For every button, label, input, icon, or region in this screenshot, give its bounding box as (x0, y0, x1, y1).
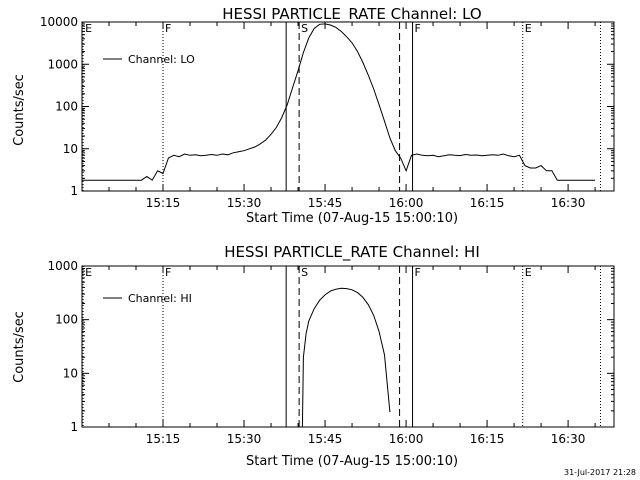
chart-title-hi: HESSI PARTICLE_RATE Channel: HI (224, 243, 480, 262)
y-tick-label: 100 (55, 100, 78, 114)
legend-label-hi: Channel: HI (128, 292, 192, 305)
x-tick-label: 16:00 (389, 432, 424, 446)
marker-label: S (301, 22, 308, 35)
marker-label: E (85, 266, 92, 279)
x-axis-label-lo: Start Time (07-Aug-15 15:00:10) (246, 211, 458, 226)
legend-hi: Channel: HI (103, 292, 192, 305)
legend-label-lo: Channel: LO (128, 53, 195, 66)
marker-label: F (415, 266, 421, 279)
x-tick-label: 15:15 (146, 196, 181, 210)
x-tick-label: 16:00 (389, 196, 424, 210)
y-tick-label: 1000 (47, 259, 78, 273)
x-tick-label: 15:45 (308, 196, 343, 210)
y-tick-label: 10 (63, 142, 78, 156)
x-tick-label: 16:15 (470, 432, 505, 446)
chart-title-lo: HESSI PARTICLE_RATE Channel: LO (222, 5, 481, 24)
marker-label: E (85, 22, 92, 35)
timestamp: 31-Jul-2017 21:28 (564, 468, 636, 477)
x-tick-label: 15:30 (227, 432, 262, 446)
y-tick-label: 1 (70, 184, 78, 198)
y-tick-label: 1 (70, 420, 78, 434)
x-tick-label: 15:30 (227, 196, 262, 210)
y-tick-label: 100 (55, 313, 78, 327)
x-tick-label: 16:15 (470, 196, 505, 210)
y-axis-label-lo: Counts/sec (12, 74, 27, 146)
x-tick-label: 15:45 (308, 432, 343, 446)
x-tick-label: 16:30 (551, 432, 586, 446)
y-axis-label-hi: Counts/sec (12, 311, 27, 383)
plot-area-lo: 1 10 100 1000 10000 15:15 15:30 15:45 16:00 16:15… (40, 15, 615, 210)
marker-label: E (525, 22, 532, 35)
plot-frame-hi (81, 265, 615, 428)
marker-label: F (165, 22, 171, 35)
y-tick-label: 1000 (47, 57, 78, 71)
series-line-lo (82, 23, 596, 181)
marker-label: S (301, 266, 308, 279)
marker-label: F (415, 22, 421, 35)
x-tick-label: 15:15 (146, 432, 181, 446)
x-axis-label-hi: Start Time (07-Aug-15 15:00:10) (246, 454, 458, 469)
series-line-hi (301, 287, 391, 428)
marker-label: F (165, 266, 171, 279)
plot-area-hi: 1 10 100 1000 15:15 15:30 15:45 16:00 16:15 16:30… (47, 259, 615, 446)
y-tick-label: 10000 (40, 15, 78, 29)
marker-label: E (525, 266, 532, 279)
x-tick-label: 16:30 (551, 196, 586, 210)
legend-lo: Channel: LO (103, 53, 195, 66)
y-tick-label: 10 (63, 366, 78, 380)
